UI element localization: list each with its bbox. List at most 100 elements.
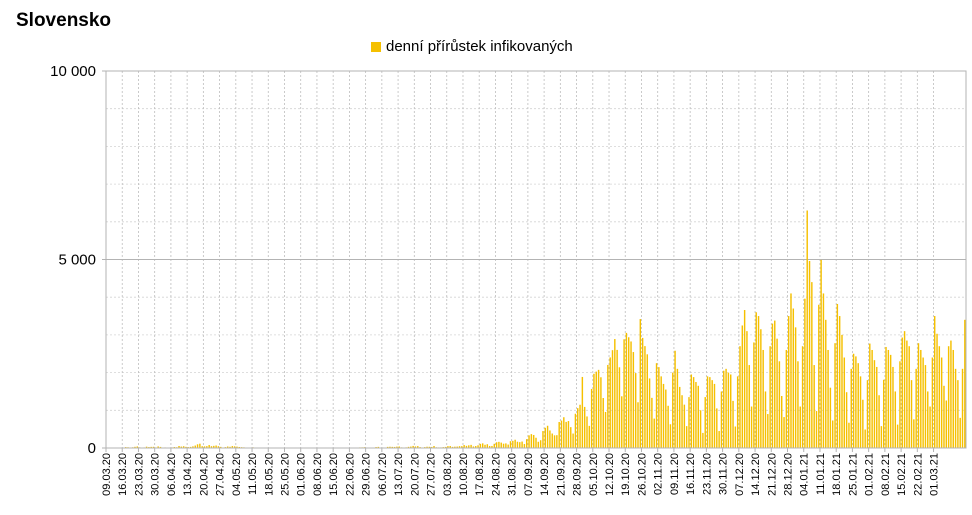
bar [704,397,706,448]
bar [887,349,890,448]
bar [530,434,533,448]
bar [481,443,484,448]
bar [901,337,903,448]
bar [843,357,846,448]
bar [762,349,764,448]
bar [586,416,588,448]
bar [855,356,857,448]
bar [959,417,961,448]
bar [746,331,748,448]
bar [136,446,139,448]
bar [488,445,491,448]
bar [535,437,537,448]
x-tick-label: 28.09.20 [572,453,584,496]
bar [831,420,834,448]
bar [725,368,727,448]
bar [917,343,920,448]
bar [463,445,465,448]
bar [407,446,410,448]
bar [702,432,704,448]
bar [695,382,697,448]
bar [667,405,669,448]
x-tick-label: 07.09.20 [523,453,535,496]
bar [417,446,419,448]
bar [940,357,943,448]
bar [825,319,827,448]
bar [595,371,597,448]
bar [238,446,241,448]
x-tick-label: 11.01.21 [815,453,827,495]
x-tick-label: 08.02.21 [880,453,892,496]
x-tick-label: 06.07.20 [377,453,389,496]
bar [208,445,210,448]
bar [871,349,873,448]
bar [676,368,679,448]
bar [787,316,790,448]
bar [852,353,855,448]
bar [794,327,797,448]
bar [757,316,760,448]
bar [899,361,901,448]
bar [549,430,551,448]
chart-legend: denní přírůstek infikovaných [371,38,573,55]
bar [505,443,507,448]
bar [528,435,530,448]
bar [447,446,449,448]
bar [428,446,431,448]
x-tick-label: 02.11.20 [653,453,665,495]
bar [783,417,785,448]
bar [558,421,560,448]
bar [841,334,843,448]
bar [679,386,681,448]
bar [621,396,623,448]
bar [913,419,915,448]
x-tick-label: 06.04.20 [166,453,178,496]
bar [502,443,505,448]
x-tick-label: 01.02.21 [864,453,876,496]
bar [600,377,602,448]
bar [616,349,618,448]
bar [716,408,718,448]
bar [769,346,771,448]
bar [194,445,196,448]
bar [938,346,941,448]
bar [672,372,674,448]
bar [922,357,924,448]
bar [210,446,213,448]
bar [433,446,435,448]
bar [906,340,908,448]
bar [134,446,136,448]
bar [465,445,468,448]
bar [869,343,871,448]
bar [866,380,869,448]
bar [396,446,398,448]
bar [727,372,730,448]
bar [456,446,458,448]
bar [572,433,574,448]
bar [206,446,208,448]
bar [662,383,665,448]
bar [519,442,521,448]
x-tick-label: 16.03.20 [117,453,129,496]
bar [611,350,614,448]
x-tick-label: 20.07.20 [409,453,421,496]
bar [692,377,695,448]
bar [957,380,959,448]
bar [778,361,781,448]
bar [815,411,818,448]
bar [498,441,500,448]
bar [927,391,929,448]
bar [217,446,220,448]
bar [646,354,648,448]
x-tick-label: 04.05.20 [231,453,243,496]
x-tick-label: 01.06.20 [296,453,308,496]
bar [910,380,913,448]
x-tick-label: 28.12.20 [783,453,795,496]
bar [493,443,495,448]
bar [885,346,887,448]
bar [806,210,808,448]
bar [889,354,892,448]
bar [896,424,899,448]
bar [838,316,841,448]
